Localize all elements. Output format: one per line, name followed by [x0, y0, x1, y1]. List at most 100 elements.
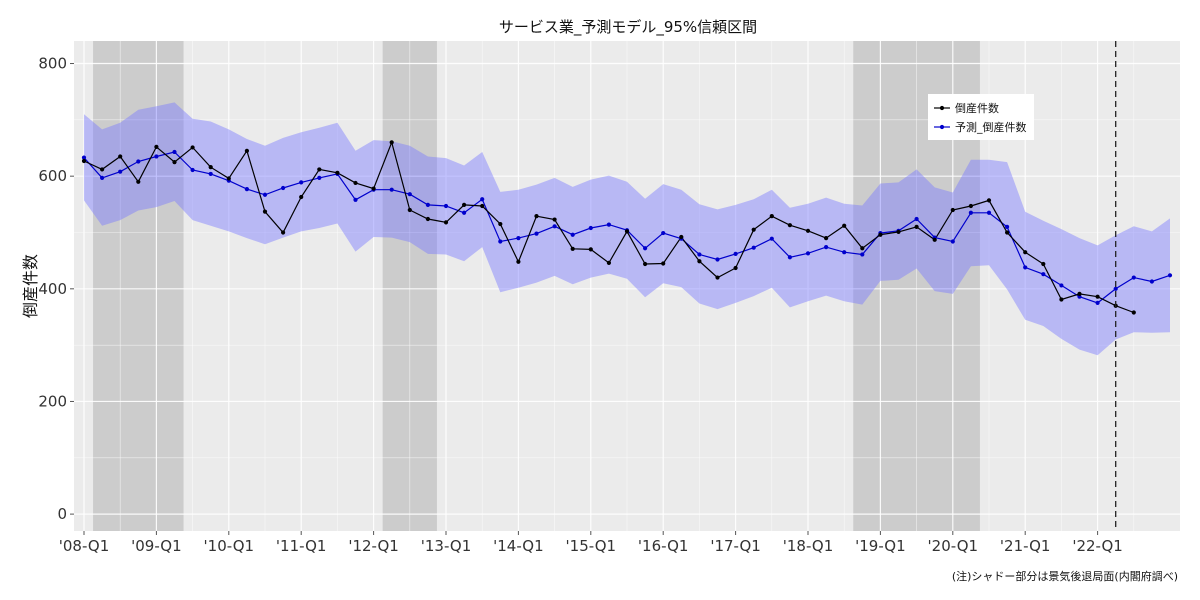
series-0-point-46	[914, 224, 919, 229]
series-0-point-26	[552, 217, 557, 222]
series-1-point-41	[824, 245, 829, 250]
series-0-point-36	[733, 265, 738, 271]
chart-title: サービス業_予測モデル_95%信頼区間	[499, 18, 757, 37]
series-0-point-28	[588, 247, 593, 252]
legend-box	[928, 94, 1034, 140]
series-1-point-40	[805, 251, 811, 256]
series-0-point-4	[154, 144, 159, 149]
series-1-point-60	[1167, 273, 1173, 278]
series-0-point-15	[353, 180, 358, 186]
series-0-point-40	[805, 228, 811, 233]
series-0-point-51	[1005, 230, 1010, 235]
series-0-point-43	[860, 246, 865, 251]
y-tick-label-2: 400	[38, 280, 67, 298]
series-1-point-21	[462, 210, 467, 215]
x-tick-label-4: '12-Q1	[348, 537, 399, 555]
series-0-point-22	[480, 203, 485, 209]
x-tick-label-0: '08-Q1	[59, 537, 110, 555]
series-0-point-31	[643, 261, 648, 267]
series-0-point-45	[896, 229, 901, 235]
series-1-point-50	[986, 210, 992, 215]
series-0-point-32	[661, 261, 666, 266]
series-0-point-24	[516, 259, 521, 264]
x-tick-label-11: '19-Q1	[855, 537, 906, 555]
series-0-point-41	[824, 236, 829, 241]
x-tick-label-13: '21-Q1	[1000, 537, 1051, 555]
series-1-point-7	[208, 171, 213, 177]
series-1-point-11	[281, 185, 286, 191]
series-0-point-6	[190, 145, 195, 150]
series-1-point-24	[516, 236, 521, 241]
series-0-point-52	[1023, 250, 1028, 255]
series-1-point-26	[552, 224, 557, 229]
series-1-point-22	[480, 197, 485, 202]
series-0-point-18	[407, 207, 412, 213]
series-1-point-2	[118, 169, 123, 174]
x-tick-label-7: '15-Q1	[566, 537, 617, 555]
series-0-point-56	[1095, 294, 1100, 299]
series-1-point-37	[751, 245, 756, 250]
legend-label-1: 予測_倒産件数	[955, 120, 1027, 134]
series-0-point-48	[950, 207, 955, 213]
series-0-point-50	[986, 198, 992, 203]
series-0-point-35	[715, 275, 720, 280]
series-1-point-48	[950, 239, 955, 244]
y-tick-label-3: 600	[38, 167, 67, 185]
series-0-point-53	[1041, 261, 1046, 267]
series-1-point-49	[968, 210, 974, 215]
series-0-point-17	[389, 140, 394, 145]
y-axis-label: 倒産件数	[21, 254, 40, 318]
series-1-point-51	[1005, 224, 1010, 229]
y-tick-label-1: 200	[38, 392, 67, 410]
series-1-point-17	[389, 187, 394, 192]
x-axis-ticks: '08-Q1 '09-Q1 '10-Q1 '11-Q1 '12-Q1 '13-Q1 '14-…	[59, 531, 1123, 555]
series-1-point-23	[498, 239, 503, 244]
series-1-point-12	[299, 180, 304, 185]
series-1-point-3	[136, 159, 141, 164]
series-0-point-44	[878, 232, 883, 237]
series-0-point-10	[262, 209, 268, 214]
series-1-point-46	[914, 216, 919, 222]
series-0-point-16	[371, 186, 376, 191]
series-1-point-25	[534, 231, 539, 236]
x-tick-label-9: '17-Q1	[710, 537, 761, 555]
series-1-point-9	[244, 187, 249, 192]
series-1-point-28	[588, 225, 593, 231]
series-1-point-29	[606, 222, 612, 227]
series-1-point-15	[353, 197, 358, 202]
series-0-point-58	[1131, 310, 1136, 315]
series-0-point-19	[425, 216, 430, 222]
series-0-point-2	[118, 154, 123, 159]
series-1-point-53	[1041, 272, 1046, 277]
series-1-point-56	[1095, 300, 1100, 305]
legend-swatch-point-0	[939, 105, 945, 111]
series-0-point-39	[787, 223, 793, 228]
recession-band-0	[93, 41, 184, 531]
series-0-point-13	[317, 167, 322, 172]
series-0-point-21	[462, 202, 467, 207]
series-1-point-4	[154, 154, 159, 159]
x-tick-label-1: '09-Q1	[131, 537, 182, 555]
series-1-point-13	[317, 175, 322, 180]
series-0-point-7	[208, 165, 213, 170]
series-1-point-18	[407, 192, 412, 197]
series-1-point-36	[733, 251, 738, 256]
series-1-point-19	[425, 202, 430, 207]
series-0-point-23	[498, 221, 503, 227]
series-1-point-54	[1059, 283, 1064, 288]
series-1-point-5	[172, 149, 177, 155]
series-0-point-27	[570, 246, 575, 251]
x-tick-label-10: '18-Q1	[783, 537, 834, 555]
series-1-point-57	[1113, 286, 1118, 291]
series-1-point-35	[715, 257, 720, 262]
series-1-point-42	[842, 250, 847, 255]
series-0-point-55	[1077, 291, 1082, 296]
series-0-point-42	[842, 223, 847, 228]
y-axis-ticks: 0 200 400 600 800	[38, 55, 74, 523]
series-0-point-1	[100, 167, 105, 172]
x-tick-label-2: '10-Q1	[204, 537, 255, 555]
series-1-point-39	[787, 255, 793, 260]
series-1-point-43	[860, 252, 865, 257]
